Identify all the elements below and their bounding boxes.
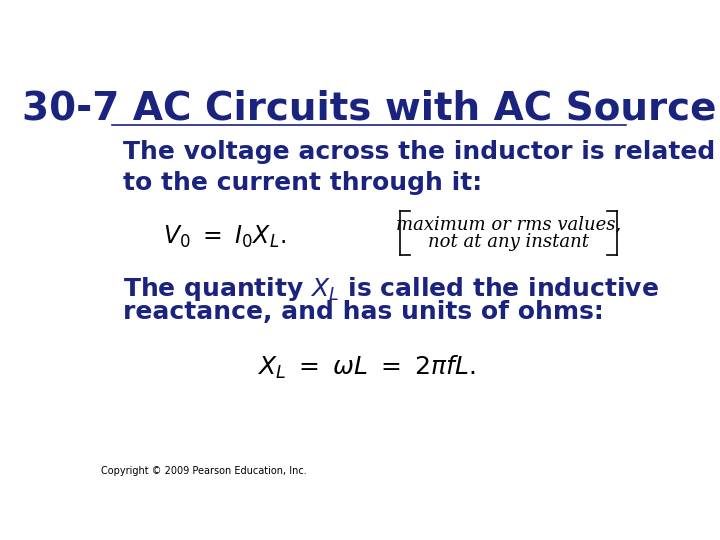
- Text: The quantity $\mathit{X_L}$ is called the inductive: The quantity $\mathit{X_L}$ is called th…: [124, 275, 660, 303]
- Text: $V_0 \ = \ I_0 X_L.$: $V_0 \ = \ I_0 X_L.$: [163, 224, 285, 250]
- Text: Copyright © 2009 Pearson Education, Inc.: Copyright © 2009 Pearson Education, Inc.: [101, 465, 307, 476]
- Text: $X_L \ = \ \omega L \ = \ 2\pi f L.$: $X_L \ = \ \omega L \ = \ 2\pi f L.$: [258, 354, 476, 381]
- Text: not at any instant: not at any instant: [428, 233, 589, 251]
- Text: reactance, and has units of ohms:: reactance, and has units of ohms:: [124, 300, 604, 323]
- Text: maximum or rms values,: maximum or rms values,: [396, 215, 621, 233]
- Text: The voltage across the inductor is related
to the current through it:: The voltage across the inductor is relat…: [124, 140, 716, 195]
- Text: 30-7 AC Circuits with AC Source: 30-7 AC Circuits with AC Source: [22, 90, 716, 128]
